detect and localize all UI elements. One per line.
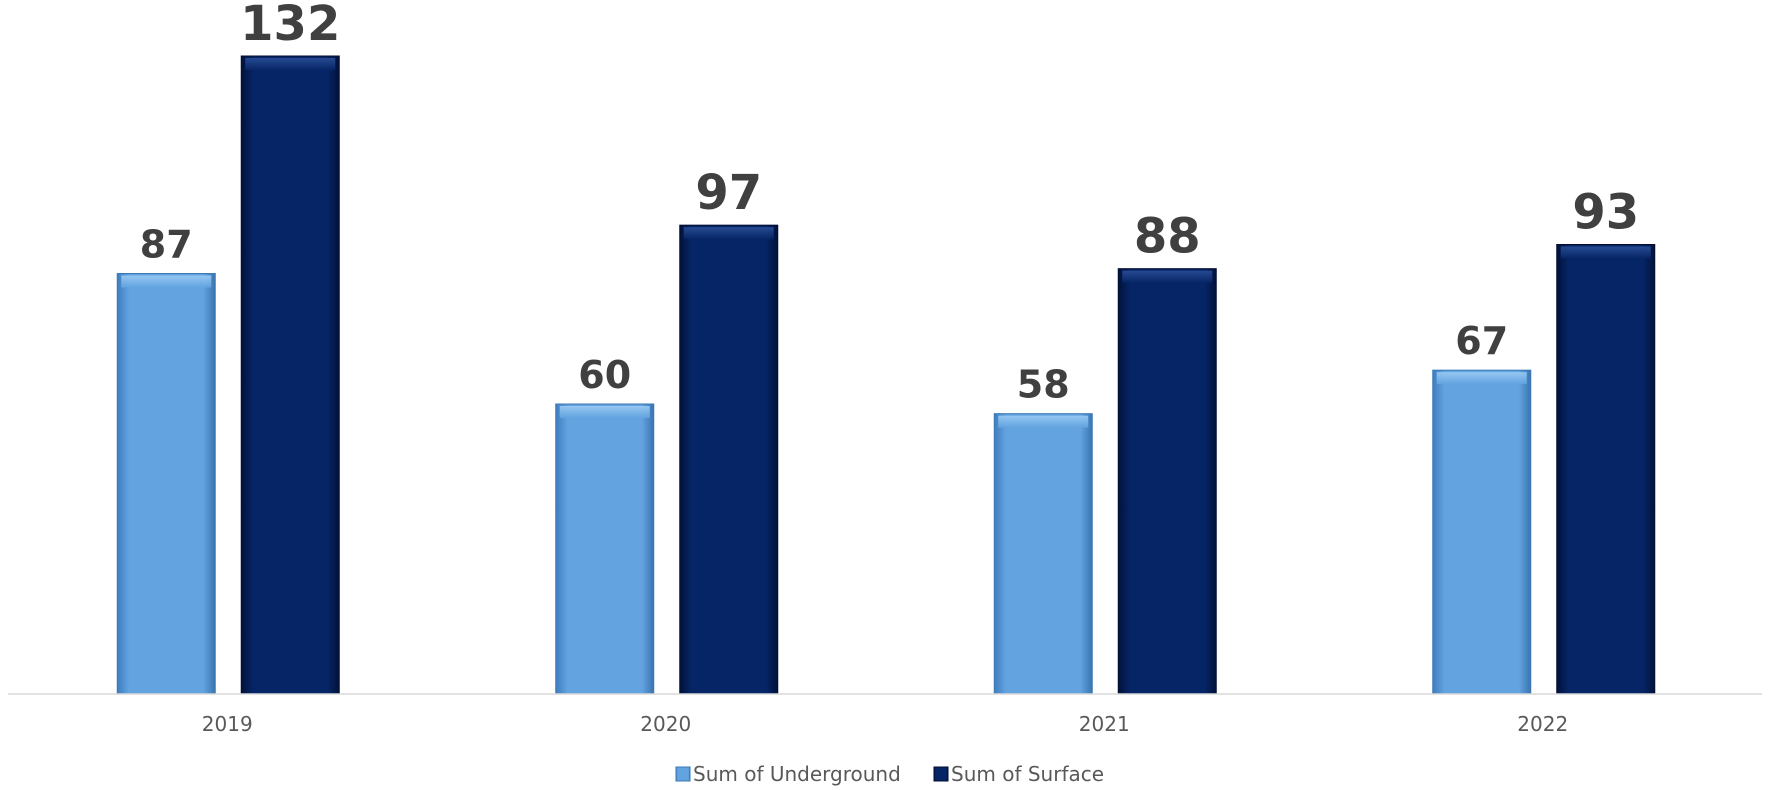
x-tick-label-2021: 2021 — [1079, 712, 1130, 736]
bar-underground-2022 — [1432, 369, 1532, 695]
data-label-underground-2019: 87 — [140, 223, 193, 267]
bars-layer — [116, 55, 1656, 695]
bar-surface-2020 — [679, 224, 779, 695]
legend-item-surface: Sum of Surface — [933, 762, 1104, 786]
x-tick-labels: 2019 2020 2021 2022 — [202, 712, 1568, 736]
bar-underground-2020 — [555, 403, 655, 695]
legend-swatch — [675, 766, 691, 782]
data-label-underground-2021: 58 — [1017, 363, 1070, 407]
bar-surface-2019 — [240, 55, 340, 695]
data-label-surface-2020: 97 — [695, 165, 762, 221]
data-label-underground-2022: 67 — [1455, 319, 1508, 363]
bar-surface-2021 — [1117, 268, 1217, 695]
data-labels-layer: 87 132 60 97 58 88 67 93 — [140, 0, 1639, 407]
data-label-underground-2020: 60 — [578, 353, 631, 397]
legend-label: Sum of Surface — [951, 762, 1104, 786]
data-label-surface-2021: 88 — [1134, 209, 1201, 265]
legend-label: Sum of Underground — [693, 762, 901, 786]
x-tick-label-2019: 2019 — [202, 712, 253, 736]
legend-swatch — [933, 766, 949, 782]
x-tick-label-2020: 2020 — [640, 712, 691, 736]
bar-surface-2022 — [1556, 244, 1656, 695]
legend: Sum of Underground Sum of Surface — [675, 762, 1104, 786]
data-label-surface-2022: 93 — [1572, 185, 1639, 241]
bar-underground-2021 — [993, 413, 1093, 695]
data-label-surface-2019: 132 — [240, 0, 340, 52]
bar-underground-2019 — [116, 273, 216, 695]
x-tick-label-2022: 2022 — [1517, 712, 1568, 736]
legend-item-underground: Sum of Underground — [675, 762, 901, 786]
